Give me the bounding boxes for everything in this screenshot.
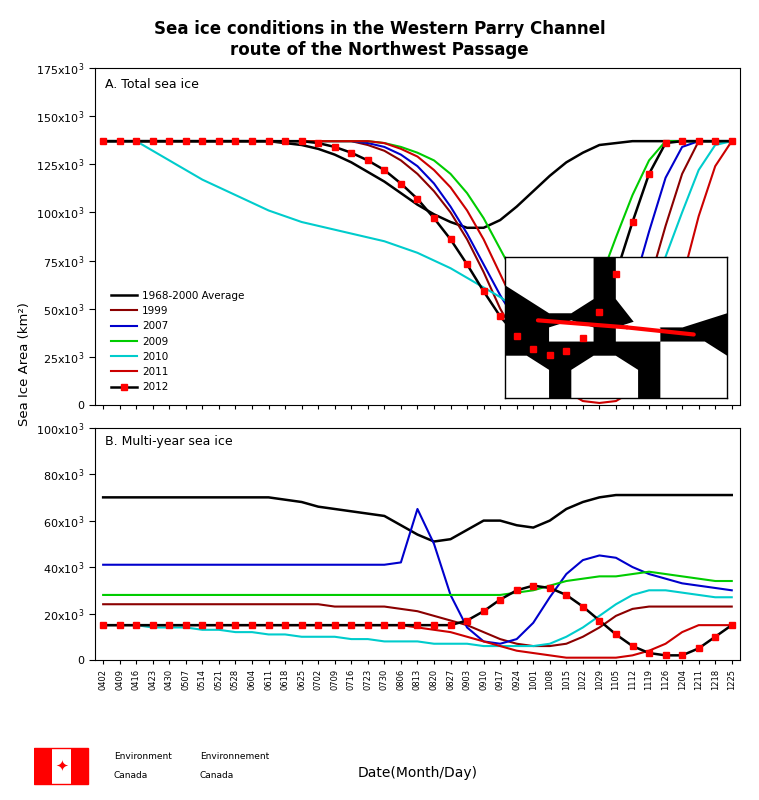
Text: Environnement: Environnement	[200, 752, 269, 761]
Legend: 1968-2000 Average, 1999, 2007, 2009, 2010, 2011, 2012: 1968-2000 Average, 1999, 2007, 2009, 201…	[106, 286, 248, 396]
Text: Canada: Canada	[114, 771, 148, 780]
Bar	[52, 748, 71, 784]
Bar	[34, 748, 88, 784]
Text: Sea Ice Area (km²): Sea Ice Area (km²)	[17, 302, 31, 426]
Text: Sea ice conditions in the Western Parry Channel
route of the Northwest Passage: Sea ice conditions in the Western Parry …	[153, 20, 606, 58]
Text: ✦: ✦	[55, 758, 68, 774]
Text: Environment: Environment	[114, 752, 172, 761]
Bar	[71, 748, 88, 784]
Text: A. Total sea ice: A. Total sea ice	[105, 78, 198, 91]
Text: B. Multi-year sea ice: B. Multi-year sea ice	[105, 434, 232, 448]
Bar	[34, 748, 52, 784]
Text: Canada: Canada	[200, 771, 235, 780]
Text: Date(Month/Day): Date(Month/Day)	[357, 766, 477, 780]
